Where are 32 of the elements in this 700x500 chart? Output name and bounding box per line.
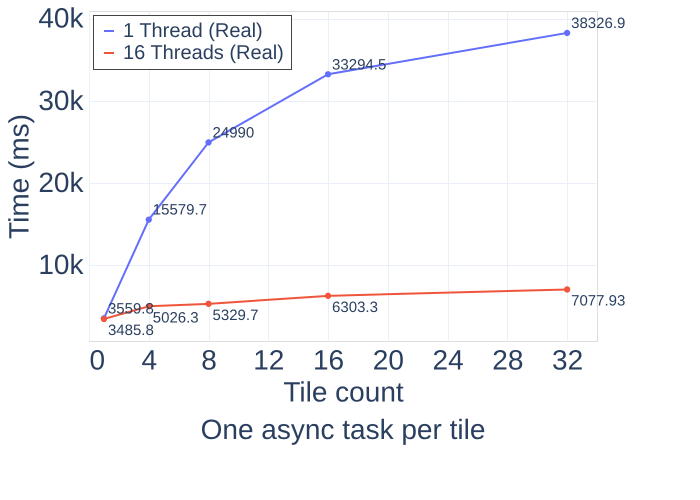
data-label: 6303.3: [332, 298, 378, 316]
point: [205, 139, 212, 146]
data-label: 3485.8: [108, 322, 154, 339]
legend-label: 1 Thread (Real): [123, 20, 263, 42]
x-tick-label: 32: [552, 344, 584, 376]
point: [146, 216, 152, 223]
text: One async task per tile: [200, 414, 486, 445]
point: [324, 292, 332, 299]
y-tick-label: 10k: [38, 248, 84, 280]
y-tick-label: 20k: [38, 166, 84, 198]
y-tick-label: 40k: [38, 2, 84, 34]
x-tick-label: 12: [253, 344, 284, 376]
x-tick-label: 0: [90, 344, 106, 376]
point: [324, 71, 332, 78]
x-axis-title: Tile count: [283, 376, 404, 408]
point: [205, 300, 212, 307]
x-tick-label: 20: [372, 344, 404, 376]
x-tick-label: 16: [312, 344, 344, 376]
data-label: 38326.9: [571, 14, 626, 32]
data-label: 5026.3: [152, 309, 199, 326]
legend-label: 16 Threads (Real): [123, 42, 284, 64]
y-tick-label: 30k: [38, 84, 84, 116]
x-tick-label: 28: [492, 344, 524, 376]
data-label: 7077.93: [571, 292, 626, 310]
x-tick-label: 4: [141, 344, 158, 376]
point: [564, 286, 570, 293]
y-axis-title: Time (ms): [3, 114, 34, 239]
data-label: 33294.5: [332, 56, 386, 74]
point: [564, 30, 570, 36]
x-tick-label: 24: [432, 344, 464, 376]
data-label: 5329.7: [212, 306, 258, 324]
x-tick-label: 8: [201, 344, 217, 376]
